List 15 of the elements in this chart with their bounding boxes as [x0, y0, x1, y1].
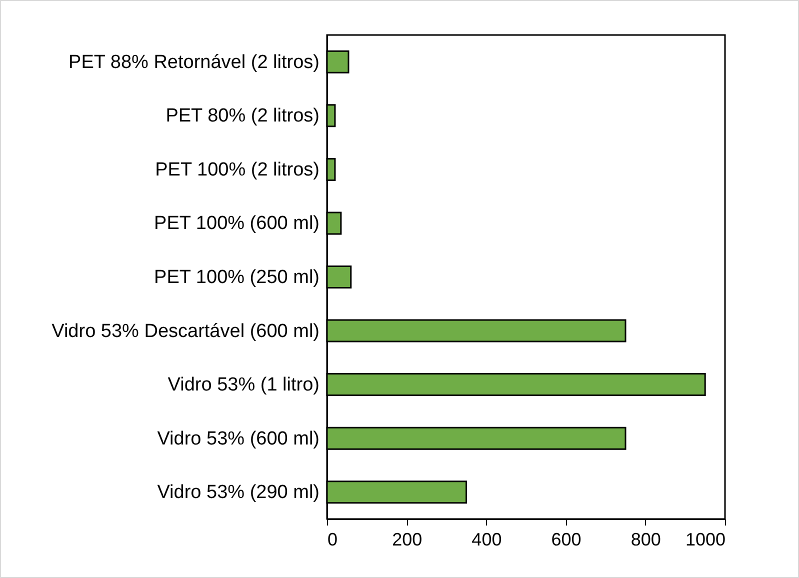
- x-tick-label: 400: [472, 530, 502, 550]
- y-tick-label: PET 100% (2 litros): [155, 159, 320, 180]
- x-tick-label: 1000: [685, 530, 726, 550]
- y-tick-label: PET 80% (2 litros): [166, 106, 320, 127]
- y-tick-label: PET 88% Retornável (2 litros): [68, 52, 320, 73]
- y-tick-label: PET 100% (250 ml): [154, 267, 320, 288]
- x-tick-label: 600: [551, 530, 582, 550]
- x-tick-label: 800: [630, 530, 661, 550]
- x-tick-label: 0: [328, 530, 338, 550]
- x-tick-label: 200: [392, 530, 422, 550]
- y-tick-label: Vidro 53% (600 ml): [157, 428, 320, 450]
- y-tick-label: PET 100% (600 ml): [154, 213, 320, 234]
- y-tick-label: Vidro 53% Descartável (600 ml): [52, 320, 320, 342]
- y-tick-label: Vidro 53% (290 ml): [157, 482, 320, 504]
- y-tick-label: Vidro 53% (1 litro): [168, 374, 320, 396]
